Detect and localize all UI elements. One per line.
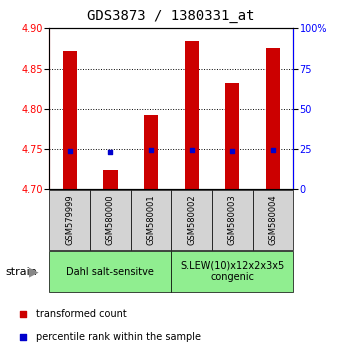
Point <box>253 229 259 235</box>
Bar <box>90 190 131 250</box>
Bar <box>266 48 280 189</box>
Bar <box>253 190 293 250</box>
Point <box>253 20 259 25</box>
Bar <box>225 83 239 189</box>
Bar <box>171 251 293 292</box>
Bar <box>63 51 77 189</box>
Bar <box>184 41 199 189</box>
Point <box>189 147 194 153</box>
Bar <box>49 251 171 292</box>
Text: strain: strain <box>5 267 37 277</box>
Point <box>108 149 113 155</box>
Text: S.LEW(10)x12x2x3x5
congenic: S.LEW(10)x12x2x3x5 congenic <box>180 261 284 282</box>
Bar <box>103 170 118 189</box>
Text: transformed count: transformed count <box>35 309 127 319</box>
Point <box>67 148 73 154</box>
Bar <box>144 115 158 189</box>
Point <box>229 148 235 154</box>
Text: GSM580001: GSM580001 <box>147 194 155 245</box>
Bar <box>212 190 253 250</box>
Text: GDS3873 / 1380331_at: GDS3873 / 1380331_at <box>87 9 254 23</box>
Text: ▶: ▶ <box>29 265 38 278</box>
Text: GSM580000: GSM580000 <box>106 194 115 245</box>
Text: Dahl salt-sensitve: Dahl salt-sensitve <box>66 267 154 277</box>
Point <box>148 147 154 153</box>
Point <box>270 147 276 153</box>
Bar <box>131 190 171 250</box>
Text: GSM579999: GSM579999 <box>65 194 74 245</box>
Bar <box>49 190 90 250</box>
Bar <box>171 190 212 250</box>
Text: GSM580002: GSM580002 <box>187 194 196 245</box>
Text: GSM580004: GSM580004 <box>268 194 278 245</box>
Text: GSM580003: GSM580003 <box>228 194 237 245</box>
Text: percentile rank within the sample: percentile rank within the sample <box>35 332 201 342</box>
